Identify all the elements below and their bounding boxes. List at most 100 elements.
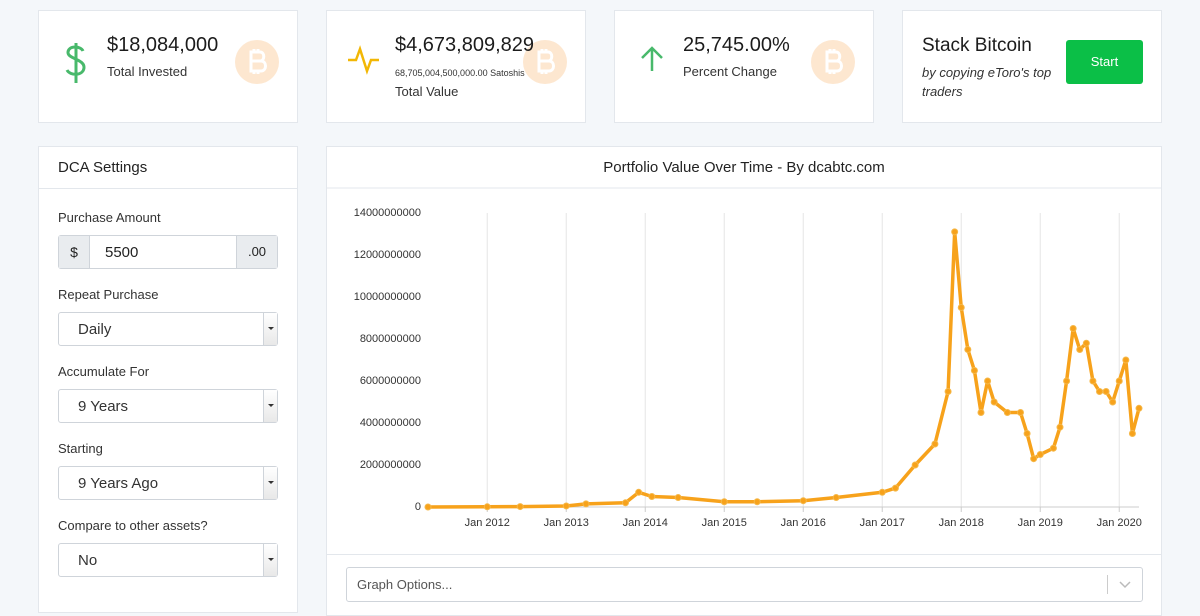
settings-card: DCA Settings Purchase Amount $ 5500 .00 … — [38, 146, 298, 613]
point — [1122, 356, 1130, 364]
y-tick-label: 2000000000 — [360, 459, 421, 471]
suffix: .00 — [236, 236, 277, 268]
point — [964, 346, 972, 353]
y-tick-label: 4000000000 — [360, 417, 421, 429]
dollar-icon — [65, 43, 86, 83]
field-label: Accumulate For — [58, 364, 150, 379]
point — [1030, 455, 1038, 463]
point — [1128, 430, 1136, 437]
point — [424, 503, 432, 511]
y-tick-label: 14000000000 — [354, 207, 421, 219]
y-tick-label: 6000000000 — [360, 375, 421, 387]
bitcoin-icon — [523, 40, 567, 84]
x-tick-label: Jan 2017 — [860, 517, 905, 529]
x-tick-label: Jan 2012 — [465, 517, 510, 529]
select-arrow — [263, 390, 277, 422]
point — [753, 498, 761, 506]
point — [1063, 377, 1071, 385]
stat-label: Total Invested — [107, 64, 188, 79]
point — [635, 488, 643, 496]
point — [1069, 325, 1077, 332]
point — [984, 377, 992, 385]
stat-card: $4,673,809,829 68,705,004,500,000.00 Sat… — [326, 10, 586, 123]
y-tick-label: 8000000000 — [360, 333, 421, 345]
point — [562, 502, 570, 510]
point — [799, 497, 807, 505]
point — [720, 498, 728, 506]
select-arrow — [263, 313, 277, 345]
chart-title: Portfolio Value Over Time - By dcabtc.co… — [603, 159, 885, 176]
select-placeholder: Graph Options... — [357, 577, 453, 592]
x-tick-label: Jan 2014 — [623, 517, 668, 529]
point — [674, 494, 682, 502]
point — [1017, 409, 1024, 416]
select-value: No — [78, 552, 98, 569]
point — [1056, 423, 1064, 431]
bitcoin-icon — [235, 40, 279, 84]
start-button[interactable]: Start — [1066, 40, 1143, 84]
point — [1109, 398, 1117, 406]
point — [1135, 404, 1143, 412]
amount-input[interactable]: $ 5500 .00 — [58, 235, 278, 269]
point — [1076, 346, 1084, 353]
x-tick-label: Jan 2019 — [1018, 517, 1063, 529]
stat-value: 25,745.00% — [683, 34, 790, 56]
point — [891, 484, 899, 492]
promo-text: by copying eToro's top traders — [922, 65, 1052, 99]
field-label: Repeat Purchase — [58, 287, 159, 302]
field-label: Starting — [58, 441, 103, 456]
bitcoin-icon — [811, 40, 855, 84]
stat-card: 25,745.00% Percent Change — [614, 10, 874, 123]
point — [878, 488, 886, 496]
line — [427, 230, 1141, 509]
graph-options-select[interactable]: Graph Options... — [346, 567, 1143, 602]
y-tick-label: 0 — [415, 501, 421, 513]
point — [483, 503, 491, 511]
point — [832, 494, 840, 502]
point — [957, 304, 965, 311]
x-tick-label: Jan 2015 — [702, 517, 747, 529]
field-label: Compare to other assets? — [58, 518, 208, 533]
y-tick-label: 10000000000 — [354, 291, 421, 303]
chart: Portfolio Value Over Time - By dcabtc.co… — [327, 159, 1161, 529]
select[interactable]: 9 Years Ago — [58, 466, 278, 500]
point — [1089, 377, 1097, 385]
promo-card: Stack Bitcoin by copying eToro's top tra… — [902, 10, 1162, 123]
select[interactable]: No — [58, 543, 278, 577]
point — [648, 493, 656, 500]
select[interactable]: 9 Years — [58, 389, 278, 423]
point — [1023, 430, 1031, 437]
divider — [39, 188, 297, 189]
select-value: Daily — [78, 321, 112, 338]
stat-value: $18,084,000 — [107, 34, 219, 56]
prefix: $ — [59, 236, 90, 268]
point — [1102, 388, 1110, 395]
field-label: Purchase Amount — [58, 210, 161, 225]
x-tick-label: Jan 2018 — [939, 517, 984, 529]
amount-value: 5500 — [105, 244, 139, 261]
stat-card: $18,084,000 Total Invested — [38, 10, 298, 123]
up-arrow-icon — [641, 46, 663, 71]
point — [970, 367, 978, 374]
select-value: 9 Years — [78, 398, 129, 415]
select[interactable]: Daily — [58, 312, 278, 346]
stat-label: Percent Change — [683, 64, 777, 79]
select-arrow — [263, 467, 277, 499]
chart-card: Portfolio Value Over Time - By dcabtc.co… — [326, 146, 1162, 616]
point — [516, 503, 524, 511]
divider — [327, 554, 1161, 555]
point — [1096, 388, 1103, 395]
promo-title: Stack Bitcoin — [922, 35, 1032, 56]
settings-title: DCA Settings — [58, 159, 148, 176]
point — [1003, 409, 1011, 416]
point — [911, 461, 919, 469]
select-arrow — [263, 544, 277, 576]
pulse-icon — [348, 45, 379, 75]
point — [951, 228, 959, 236]
point — [990, 398, 998, 406]
y-tick-label: 12000000000 — [354, 249, 421, 261]
point — [582, 500, 590, 508]
select-value: 9 Years Ago — [78, 475, 159, 492]
point — [931, 440, 939, 448]
